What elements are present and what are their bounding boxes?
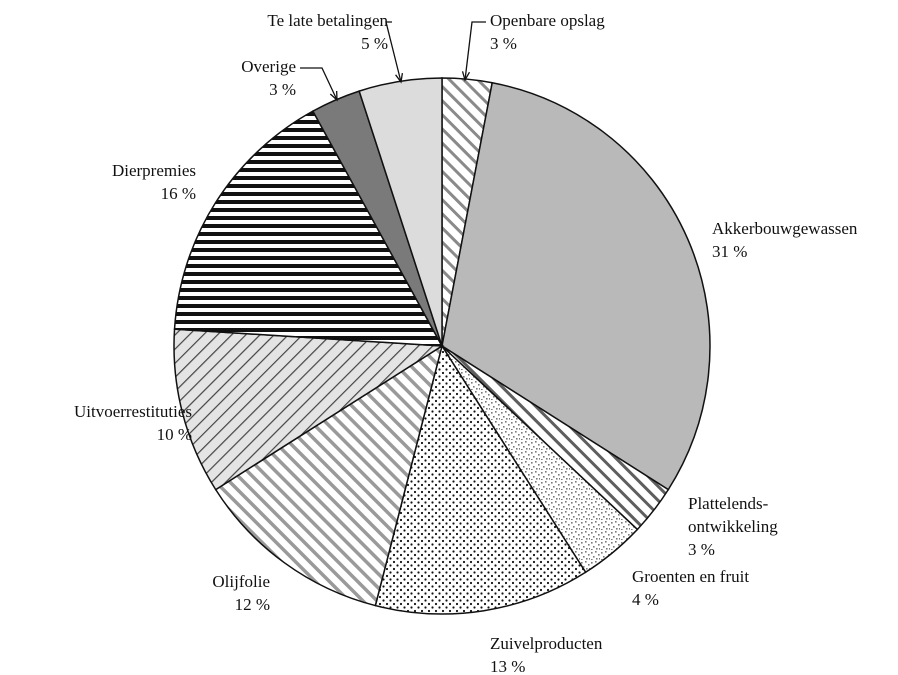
- pie-slice: [214, 344, 444, 607]
- pie-slice: [374, 344, 587, 615]
- slice-value-label: 31 %: [712, 242, 747, 261]
- leader-arrow: [461, 71, 471, 82]
- slice-label: Olijfolie: [212, 572, 270, 591]
- slice-value-label: 3 %: [490, 34, 517, 53]
- leader-arrow: [329, 90, 338, 102]
- slice-value-label: 4 %: [632, 590, 659, 609]
- slice-value-label: 12 %: [235, 595, 270, 614]
- slice-value-label: 10 %: [157, 425, 192, 444]
- slice-label: Akkerbouwgewassen: [712, 219, 858, 238]
- slice-label: Te late betalingen: [267, 11, 388, 30]
- leader-line: [464, 21, 486, 81]
- leader-line: [300, 67, 338, 101]
- slice-label: Uitvoerrestituties: [74, 402, 192, 421]
- pie-slice: [173, 110, 444, 347]
- slice-label: Overige: [241, 57, 296, 76]
- slice-label: Dierpremies: [112, 161, 196, 180]
- slice-label: Plattelends-ontwikkeling: [688, 494, 778, 536]
- slice-label: Zuivelproducten: [490, 634, 603, 653]
- slice-value-label: 3 %: [269, 80, 296, 99]
- leader-line: [385, 21, 402, 83]
- slice-value-label: 13 %: [490, 657, 525, 675]
- slice-label: Openbare opslag: [490, 11, 605, 30]
- pie-slice: [173, 328, 445, 491]
- slice-label: Groenten en fruit: [632, 567, 749, 586]
- slice-value-label: 5 %: [361, 34, 388, 53]
- slice-value-label: 16 %: [161, 184, 196, 203]
- leader-arrow: [395, 73, 404, 84]
- slice-value-label: 3 %: [688, 540, 715, 559]
